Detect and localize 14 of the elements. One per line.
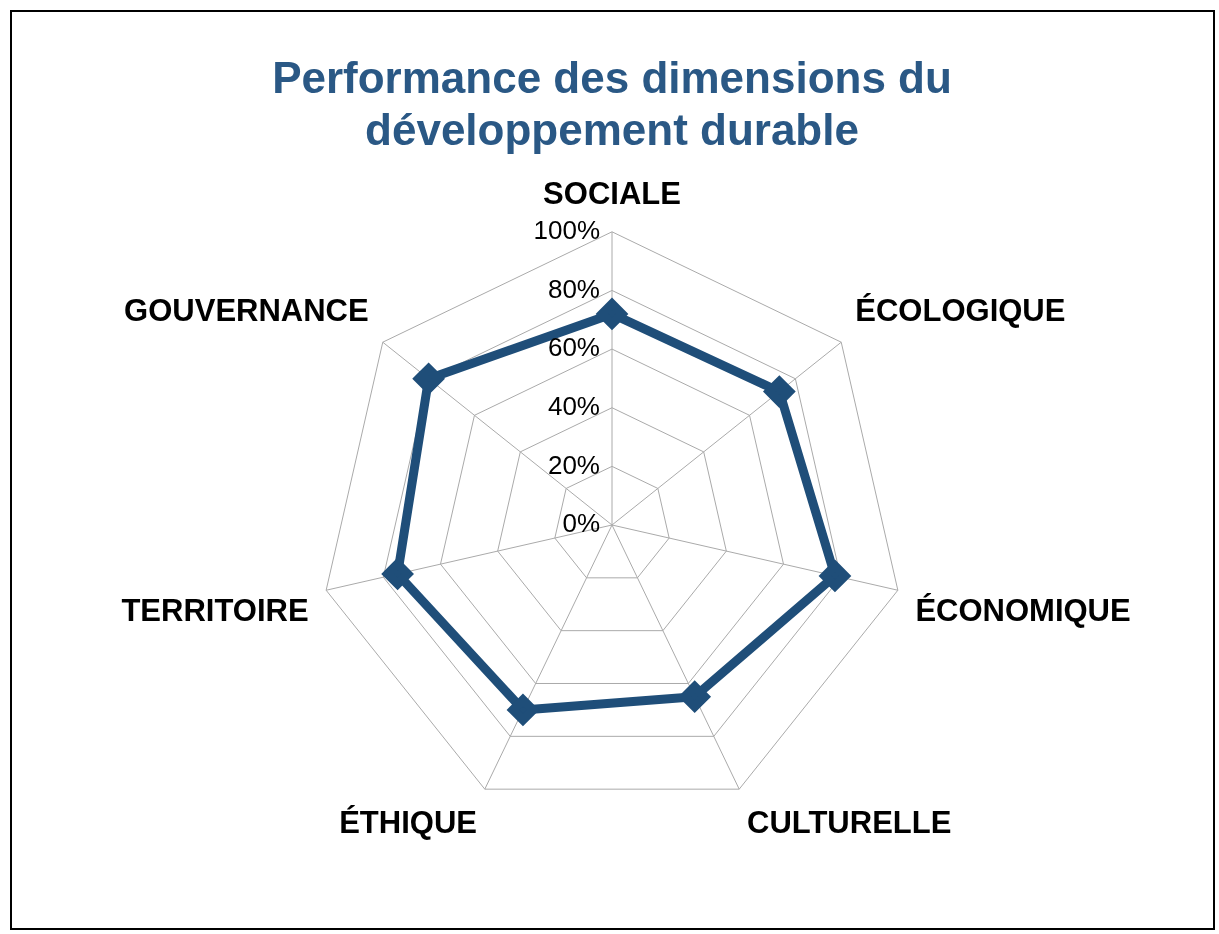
y-tick-label: 0% bbox=[562, 508, 600, 539]
y-tick-label: 40% bbox=[547, 390, 600, 421]
spoke-label: GOUVERNANCE bbox=[124, 292, 369, 328]
y-tick-label: 100% bbox=[533, 214, 600, 245]
spoke-label: CULTURELLE bbox=[747, 804, 952, 840]
spoke-label: ÉCOLOGIQUE bbox=[855, 292, 1066, 328]
chart-title: Performance des dimensions du développement durable bbox=[272, 52, 952, 155]
y-tick-label: 20% bbox=[547, 449, 600, 480]
spoke-label: SOCIALE bbox=[543, 175, 681, 211]
y-tick-label: 80% bbox=[547, 273, 600, 304]
spoke-label: ÉCONOMIQUE bbox=[915, 593, 1131, 629]
y-tick-label: 60% bbox=[547, 332, 600, 363]
spoke-label: TERRITOIRE bbox=[121, 593, 309, 629]
spoke-label: ÉTHIQUE bbox=[339, 804, 477, 840]
